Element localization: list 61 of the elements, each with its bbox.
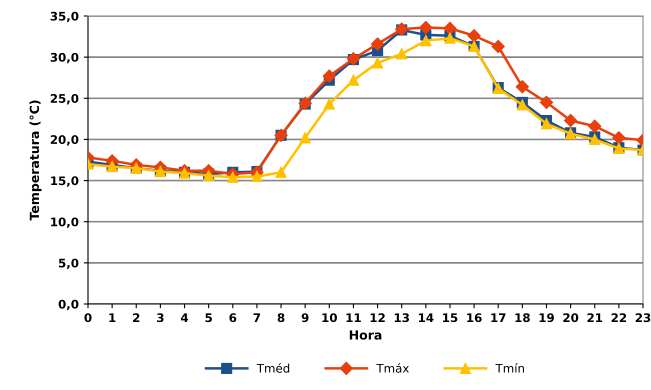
y-axis-title: Temperatura (°C): [29, 100, 42, 220]
point: [516, 80, 529, 94]
legend-label: Tmáx: [376, 363, 409, 373]
x-tick-label: 5: [205, 313, 212, 322]
x-tick-label: 16: [467, 313, 482, 322]
x-tick-label: 17: [491, 313, 506, 322]
x-axis-title: Hora: [350, 330, 382, 340]
legend-label: Tmín: [495, 363, 524, 373]
point: [251, 170, 262, 182]
point: [372, 57, 384, 68]
x-tick-label: 9: [302, 313, 309, 322]
point: [275, 166, 287, 178]
y-tick-label: 25,0: [50, 94, 78, 104]
point: [564, 114, 578, 128]
point: [540, 96, 554, 109]
x-tick-label: 8: [278, 313, 284, 322]
point: [348, 74, 359, 86]
point: [322, 69, 336, 83]
y-tick-label: 30,0: [50, 52, 78, 64]
x-tick-label: 14: [418, 313, 434, 322]
y-tick-label: 0,0: [58, 300, 78, 310]
x-tick-label: 12: [370, 313, 385, 322]
y-tick-label: 5,0: [58, 258, 78, 270]
point: [612, 131, 626, 144]
x-tick-label: 11: [346, 313, 361, 322]
point: [370, 37, 384, 51]
point: [300, 132, 311, 144]
point: [227, 172, 238, 183]
point: [443, 22, 457, 35]
point: [324, 98, 335, 110]
x-tick-label: 4: [180, 313, 188, 322]
x-tick-label: 21: [587, 313, 602, 322]
point: [444, 32, 456, 44]
x-tick-label: 3: [157, 313, 164, 322]
y-tick-label: 10,0: [51, 217, 78, 228]
x-tick-label: 1: [109, 313, 116, 322]
legend-label: Tméd: [256, 363, 290, 373]
x-tick-label: 23: [636, 313, 650, 322]
x-tick-label: 18: [515, 313, 530, 322]
point: [588, 120, 602, 133]
y-tick-label: 35,0: [50, 12, 78, 22]
x-tick-label: 0: [84, 313, 92, 322]
x-tick-label: 2: [133, 313, 140, 322]
y-tick-label: 15,0: [51, 176, 78, 187]
point: [540, 118, 552, 130]
x-tick-label: 20: [563, 313, 578, 322]
x-tick-label: 19: [540, 313, 554, 322]
x-tick-label: 13: [394, 313, 409, 322]
x-tick-label: 6: [229, 313, 236, 322]
x-tick-label: 10: [322, 313, 337, 322]
point: [492, 40, 505, 54]
point: [419, 20, 432, 34]
x-tick-label: 7: [254, 313, 260, 322]
point: [420, 35, 432, 46]
point: [468, 29, 481, 42]
y-tick-label: 20,0: [50, 135, 78, 146]
x-tick-label: 22: [612, 313, 626, 322]
x-tick-label: 15: [443, 313, 458, 322]
point: [516, 99, 528, 110]
point: [396, 48, 408, 60]
point: [589, 134, 600, 145]
